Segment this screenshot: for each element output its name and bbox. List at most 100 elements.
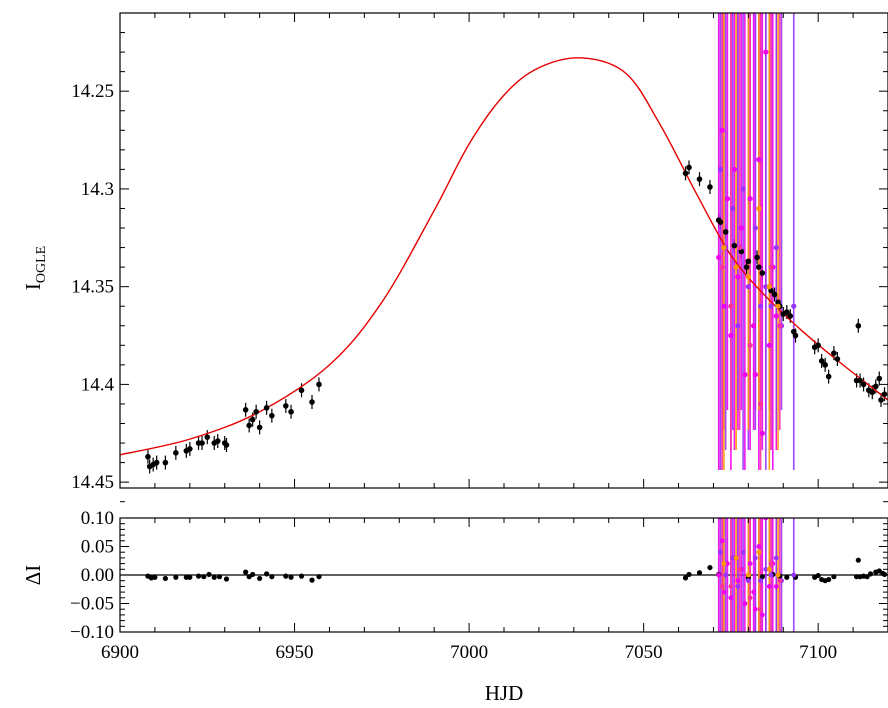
ogle-point	[783, 309, 790, 315]
ogle-point	[298, 387, 305, 394]
ogle-residual-point	[864, 574, 870, 580]
ogle-point	[731, 242, 738, 249]
ogle-residual-point	[243, 569, 249, 575]
survey_a-residual-point	[747, 561, 753, 566]
survey_b-residual-point	[773, 555, 779, 561]
survey_c-residual-point	[775, 572, 781, 578]
ogle-point	[754, 254, 760, 261]
ogle-residual-point	[867, 571, 874, 577]
ogle-residual-point	[269, 574, 275, 580]
ogle-residual-point	[173, 574, 179, 580]
survey_a-residual-point	[716, 572, 722, 578]
ogle-residual-point	[264, 571, 270, 577]
ogle-point	[792, 332, 799, 339]
ogle-point	[759, 270, 766, 276]
x-tick-labels: 6900 6950 7000 7050 7100	[101, 642, 837, 663]
survey_b-point	[735, 323, 741, 329]
ogle-point	[162, 459, 169, 466]
survey_b-residual-point	[791, 572, 797, 578]
survey_c-point	[745, 274, 751, 280]
survey_a-point	[756, 157, 762, 163]
ogle-point	[246, 422, 252, 429]
survey_a-residual-point	[719, 538, 725, 544]
ogle-point	[743, 264, 750, 270]
survey_a-residual-point	[728, 595, 734, 601]
survey_c-residual-point	[756, 549, 762, 555]
ogle-point	[253, 408, 259, 415]
ogle-point	[771, 291, 778, 298]
ogle-residual-point	[707, 564, 713, 571]
y-tick-label: 0.05	[81, 537, 114, 558]
survey_a-residual-point	[735, 578, 741, 584]
survey_a-point	[759, 430, 765, 436]
ogle-residual-point	[881, 571, 888, 578]
survey_b-residual-point	[723, 572, 729, 578]
ogle-residual-point	[784, 574, 790, 580]
y-tick-label: 14.3	[81, 179, 114, 200]
y-tick-label: 14.45	[71, 472, 114, 493]
top-data-points	[145, 49, 888, 470]
ogle-residual-point	[855, 557, 861, 563]
ogle-point	[283, 403, 289, 409]
survey_d-point	[768, 264, 774, 270]
survey_a-point	[735, 274, 741, 280]
survey_d-residual-point	[719, 584, 725, 589]
survey_d-residual-point	[747, 595, 753, 601]
survey_c-residual-point	[745, 572, 751, 578]
survey_b-residual-point	[735, 584, 741, 589]
ogle-residual-point	[223, 576, 230, 582]
ogle-point	[682, 170, 689, 177]
ogle-point	[707, 184, 713, 190]
ogle-point	[256, 424, 263, 431]
ogle-point	[818, 358, 825, 364]
survey_b-point	[791, 303, 797, 309]
survey_c-point	[733, 264, 739, 270]
ogle-point	[787, 313, 794, 319]
y-tick-label: 0.00	[81, 565, 114, 586]
survey_c-residual-point	[721, 561, 727, 566]
ogle-residual-point	[162, 575, 168, 582]
ogle-residual-point	[682, 575, 689, 581]
ogle-point	[834, 356, 841, 362]
ogle-point	[223, 442, 230, 448]
ogle-point	[831, 350, 837, 356]
ogle-residual-point	[298, 573, 305, 579]
survey_b-point	[757, 303, 764, 309]
ogle-residual-point	[257, 575, 263, 582]
survey_a-point	[763, 49, 769, 55]
survey_a-residual-point	[725, 561, 730, 566]
survey_b-residual-point	[768, 572, 774, 578]
survey_a-point	[766, 342, 772, 348]
ogle-point	[745, 258, 752, 265]
ogle-point	[717, 219, 724, 225]
ogle-point	[249, 416, 256, 423]
survey_a-residual-point	[756, 544, 762, 549]
lightcurve-panel: 14.25 14.3 14.35 14.4 14.45 IOGLE	[21, 12, 888, 503]
survey_c-point	[766, 284, 772, 290]
survey_b-point	[752, 225, 758, 231]
survey_a-residual-point	[766, 584, 772, 589]
survey_d-point	[719, 264, 725, 270]
ogle-point	[316, 381, 322, 388]
ogle-point	[881, 391, 888, 397]
y-tick-label: −0.10	[70, 622, 114, 643]
ogle-point	[288, 408, 294, 415]
ogle-point	[756, 264, 762, 270]
y-tick-label: 14.25	[71, 81, 114, 102]
ogle-point	[309, 399, 315, 405]
survey_a-residual-point	[773, 584, 779, 589]
residual-y-axis-title: ΔI	[21, 565, 45, 586]
model-curve-line	[120, 57, 888, 456]
survey_a-point	[724, 196, 731, 202]
survey_b-point	[740, 186, 746, 192]
ogle-point	[696, 176, 703, 182]
x-tick-label: 6950	[276, 642, 314, 663]
survey_a-residual-point	[752, 606, 758, 612]
ogle-point	[214, 438, 221, 444]
ogle-point	[855, 322, 862, 329]
ogle-point	[199, 440, 205, 446]
ogle-residual-point	[206, 571, 212, 578]
x-tick-label: 7100	[799, 642, 837, 663]
ogle-residual-point	[152, 574, 158, 580]
